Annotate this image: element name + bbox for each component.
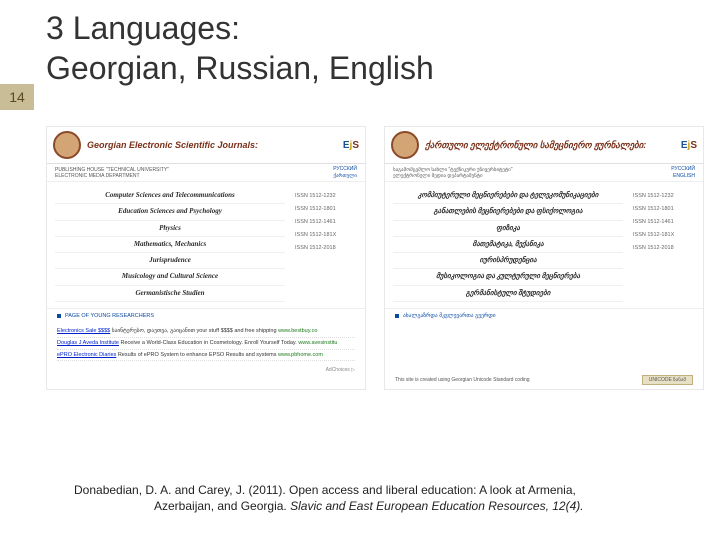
publisher-name: საგამომცემლო სახლი "ტექნიკური უნივერსიტე… xyxy=(393,167,512,173)
spacer xyxy=(385,323,703,371)
category-item[interactable]: მუსიკოლოგია და კულტურული მეცნიერება xyxy=(393,269,623,285)
slide-number: 14 xyxy=(9,89,25,105)
screenshot-georgian: ქართული ელექტრონული სამეცნიერო ჟურნალები… xyxy=(384,126,704,390)
category-list: კომპიუტერული მეცნიერებები და ტელეკომუნიკ… xyxy=(393,188,623,302)
panel-title: Georgian Electronic Scientific Journals: xyxy=(87,140,258,150)
slide-title: 3 Languages: Georgian, Russian, English xyxy=(46,8,434,88)
publisher-block: საგამომცემლო სახლი "ტექნიკური უნივერსიტე… xyxy=(393,167,512,179)
sub-header: საგამომცემლო სახლი "ტექნიკური უნივერსიტე… xyxy=(385,164,703,182)
citation-line-2: Azerbaijan, and Georgia. Slavic and East… xyxy=(74,498,692,514)
panel-body: კომპიუტერული მეცნიერებები და ტელეკომუნიკ… xyxy=(385,182,703,308)
bullet-icon xyxy=(57,314,61,318)
screenshot-english: Georgian Electronic Scientific Journals:… xyxy=(46,126,366,390)
title-line-2: Georgian, Russian, English xyxy=(46,50,434,86)
issn-item: ISSN 1512-2018 xyxy=(295,242,357,255)
lang-link-en[interactable]: ENGLISH xyxy=(671,173,695,180)
screenshots-row: Georgian Electronic Scientific Journals:… xyxy=(46,126,706,390)
unicode-footer: This site is created using Georgian Unic… xyxy=(385,371,703,389)
lang-link-ka[interactable]: ქართული xyxy=(333,173,357,180)
issn-item: ISSN 1512-1801 xyxy=(633,203,695,216)
issn-item: ISSN 1512-1232 xyxy=(295,190,357,203)
ad-line[interactable]: Electronics Sale $$$$ საინტერესო, დაეთვა… xyxy=(57,326,355,338)
unicode-button[interactable]: UNICODE ზანამ xyxy=(642,375,693,385)
citation: Donabedian, D. A. and Carey, J. (2011). … xyxy=(74,482,692,514)
category-item[interactable]: Jurisprudence xyxy=(55,253,285,269)
panel-header: ქართული ელექტრონული სამეცნიერო ჟურნალები… xyxy=(385,127,703,164)
issn-item: ISSN 1512-181X xyxy=(295,229,357,242)
lang-link-ru[interactable]: РУССКИЙ xyxy=(671,166,695,173)
slide-number-underline xyxy=(0,106,34,110)
young-researchers-link[interactable]: ახალგაზრდა მკვლევართა გვერდი xyxy=(385,308,703,323)
issn-item: ISSN 1512-1232 xyxy=(633,190,695,203)
category-item[interactable]: Musicology and Cultural Science xyxy=(55,269,285,285)
lang-link-ru[interactable]: РУССКИЙ xyxy=(333,166,357,173)
ad-line[interactable]: Douglas J Aveda Institute Receive a Worl… xyxy=(57,338,355,350)
category-item[interactable]: იურისპრუდენცია xyxy=(393,253,623,269)
category-item[interactable]: Germanistische Studien xyxy=(55,286,285,302)
category-item[interactable]: მათემატიკა, მექანიკა xyxy=(393,237,623,253)
issn-item: ISSN 1512-1801 xyxy=(295,203,357,216)
logo-icon xyxy=(53,131,81,159)
category-item[interactable]: კომპიუტერული მეცნიერებები და ტელეკომუნიკ… xyxy=(393,188,623,204)
publisher-block: PUBLISHING HOUSE "TECHNICAL UNIVERSITY" … xyxy=(55,167,169,179)
issn-item: ISSN 1512-1461 xyxy=(633,216,695,229)
category-list: Computer Sciences and Telecommunications… xyxy=(55,188,285,302)
sub-header: PUBLISHING HOUSE "TECHNICAL UNIVERSITY" … xyxy=(47,164,365,182)
citation-line-1: Donabedian, D. A. and Carey, J. (2011). … xyxy=(74,482,692,498)
title-line-1: 3 Languages: xyxy=(46,10,240,46)
ads-block: Electronics Sale $$$$ საინტერესო, დაეთვა… xyxy=(47,323,365,367)
ad-line[interactable]: ePRO Electronic Diaries Results of ePRO … xyxy=(57,350,355,362)
category-item[interactable]: Mathematics, Mechanics xyxy=(55,237,285,253)
bullet-icon xyxy=(395,314,399,318)
language-links: РУССКИЙ ქართული xyxy=(333,166,357,179)
young-researchers-link[interactable]: PAGE OF YOUNG RESEARCHERS xyxy=(47,308,365,323)
adchoices-label[interactable]: AdChoices ▷ xyxy=(47,367,365,377)
issn-item: ISSN 1512-181X xyxy=(633,229,695,242)
category-item[interactable]: Education Sciences and Psychology xyxy=(55,204,285,220)
panel-title: ქართული ელექტრონული სამეცნიერო ჟურნალები… xyxy=(425,140,646,151)
publisher-dept: ELECTRONIC MEDIA DEPARTMENT xyxy=(55,173,169,179)
issn-item: ISSN 1512-1461 xyxy=(295,216,357,229)
issn-item: ISSN 1512-2018 xyxy=(633,242,695,255)
category-item[interactable]: გერმანისტული შტუდიები xyxy=(393,286,623,302)
publisher-name: PUBLISHING HOUSE "TECHNICAL UNIVERSITY" xyxy=(55,167,169,173)
category-item[interactable]: Physics xyxy=(55,221,285,237)
unicode-note: This site is created using Georgian Unic… xyxy=(395,377,530,383)
logo-icon xyxy=(391,131,419,159)
issn-list: ISSN 1512-1232 ISSN 1512-1801 ISSN 1512-… xyxy=(295,188,357,302)
language-links: РУССКИЙ ENGLISH xyxy=(671,166,695,179)
panel-header: Georgian Electronic Scientific Journals:… xyxy=(47,127,365,164)
category-item[interactable]: Computer Sciences and Telecommunications xyxy=(55,188,285,204)
young-researchers-label: PAGE OF YOUNG RESEARCHERS xyxy=(65,313,154,319)
panel-body: Computer Sciences and Telecommunications… xyxy=(47,182,365,308)
category-item[interactable]: განათლების მეცნიერებები და ფსიქოლოგია xyxy=(393,204,623,220)
ejs-logo: EjS xyxy=(343,140,359,151)
publisher-dept: ელექტრონული მედია დეპარტამენტი xyxy=(393,173,512,179)
issn-list: ISSN 1512-1232 ISSN 1512-1801 ISSN 1512-… xyxy=(633,188,695,302)
ejs-logo: EjS xyxy=(681,140,697,151)
category-item[interactable]: ფიზიკა xyxy=(393,221,623,237)
young-researchers-label: ახალგაზრდა მკვლევართა გვერდი xyxy=(403,313,496,319)
